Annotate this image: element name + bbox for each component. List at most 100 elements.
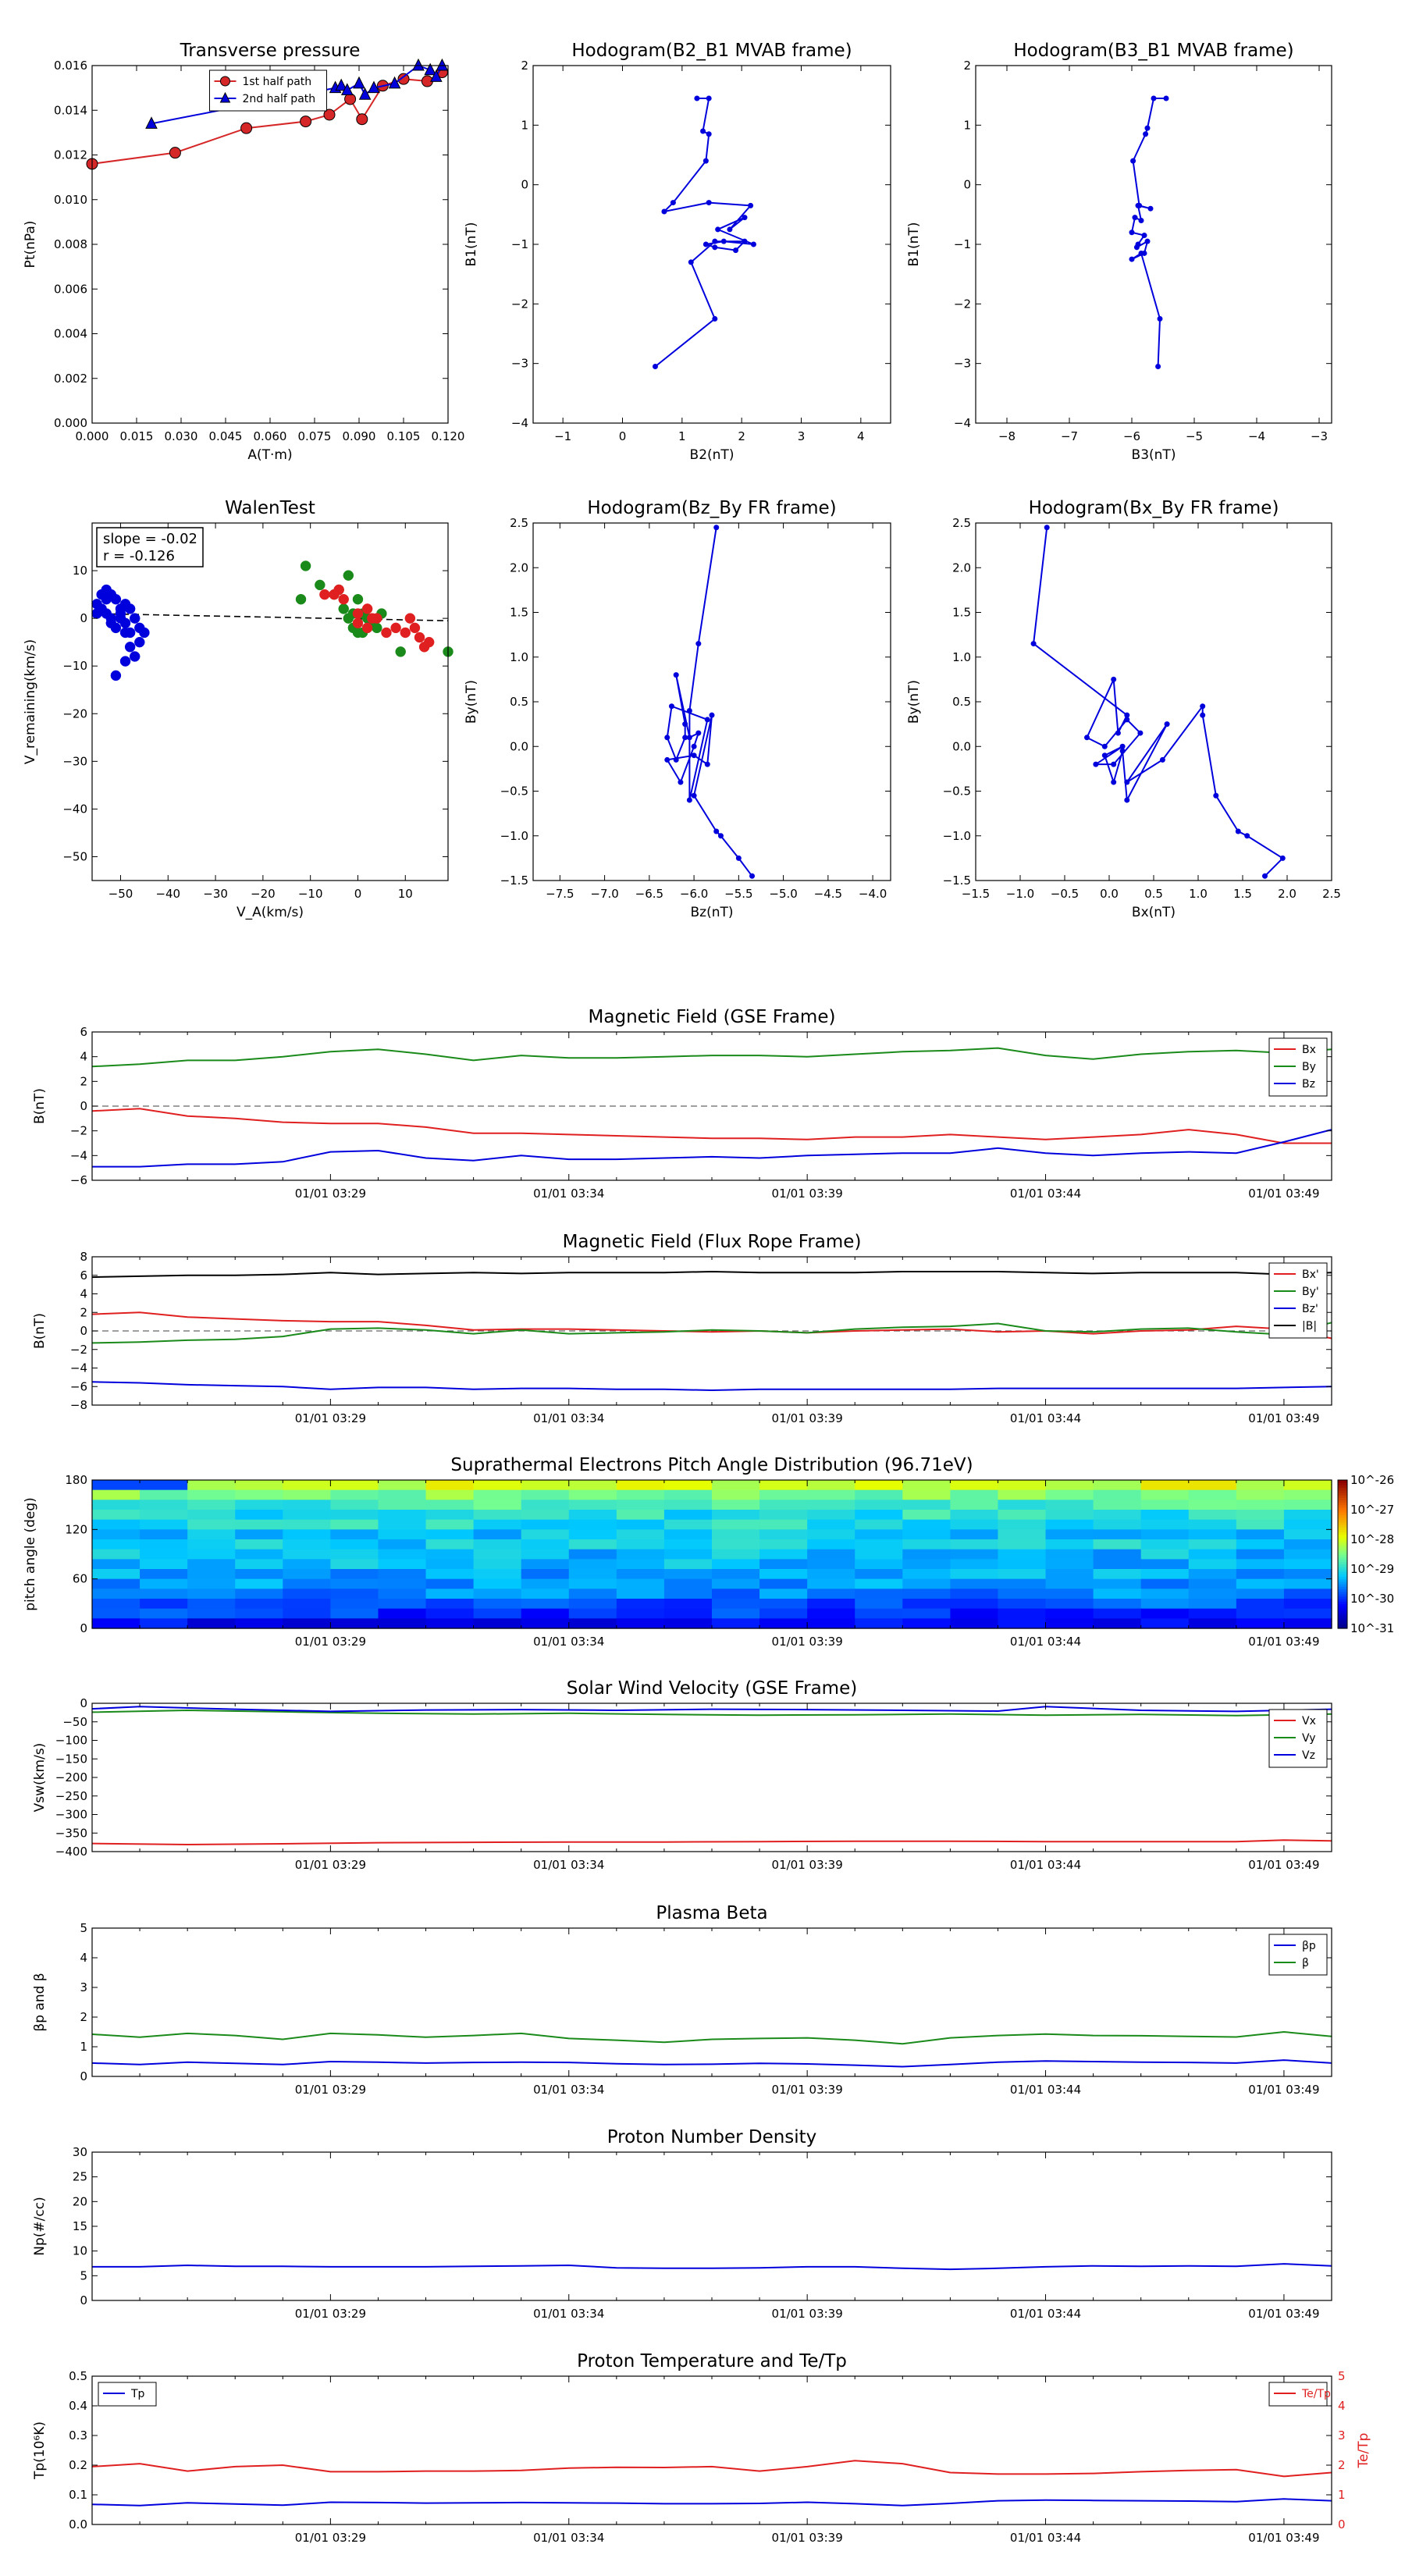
pad-heatmap-cell [378,1569,427,1580]
pad-colorbar-segment [1338,1507,1347,1510]
h21-point-0 [661,208,667,215]
pad-colorbar-segment [1338,1614,1347,1617]
pad-heatmap-cell [712,1480,760,1491]
walen-point-1 [338,603,349,614]
h21-ytick-label: −2 [511,297,528,311]
walen-point-0 [110,593,122,605]
pad-heatmap-cell [473,1510,522,1521]
pad-heatmap-cell [1093,1618,1142,1629]
tp-legend-label: 1st half path [242,76,311,88]
vsw-ytick-label: −100 [55,1734,87,1748]
pad-heatmap-cell [663,1618,713,1629]
hzy-xtick-label: −4.0 [859,887,887,901]
tpr-series-line-1 [91,2460,1332,2478]
pad-heatmap-cell [521,1539,570,1550]
pad-heatmap-cell [235,1599,283,1610]
tp-point-0 [344,93,357,105]
hxy-xtick-label: −0.5 [1051,887,1079,901]
pad-heatmap-cell [187,1489,236,1500]
hxy-ytick-label: 2.0 [952,560,971,575]
pad-heatmap-cell [759,1529,808,1540]
pad-heatmap-cell [330,1569,379,1580]
hxy-point-0 [1044,525,1050,531]
walen-point-1 [295,593,307,605]
beta-xtick-label: 01/01 03:44 [1010,2083,1081,2097]
walen-ylabel: V_remaining(km/s) [23,639,38,764]
pad-heatmap-cell [663,1608,713,1619]
pad-colorbar-segment [1338,1487,1347,1491]
mag_fr-legend-label: By' [1302,1286,1319,1298]
beta-ytick-label: 1 [80,2040,87,2054]
h31-point-0 [1138,250,1144,256]
pad-heatmap-cell [1188,1539,1237,1550]
pad-heatmap-cell [473,1529,522,1540]
tp-point-0 [169,147,181,159]
pad-heatmap-cell [616,1480,665,1491]
pad-heatmap-cell [473,1578,522,1589]
tpr-ylabel: Tp(10⁶K) [32,2421,48,2480]
hzy-ylabel: By(nT) [464,680,479,724]
hxy-point-0 [1084,735,1090,741]
vsw-series-line-1 [91,1709,1332,1717]
pad-heatmap-cell [425,1589,475,1599]
h31-ytick-label: 0 [963,178,971,192]
tpr-xtick-label: 01/01 03:49 [1248,2531,1319,2545]
pad-heatmap-cell [855,1500,903,1510]
hxy-point-0 [1124,797,1130,803]
mag_fr-ytick-label: 2 [80,1305,87,1319]
pad-heatmap-cell [759,1559,808,1570]
mag_gse-legend: Bx By Bz [1268,1037,1328,1097]
pad-heatmap-cell [616,1618,665,1629]
pad-heatmap-cell [663,1510,713,1521]
beta-series-line-1 [91,2030,1332,2045]
pad-colorbar-segment [1338,1549,1347,1553]
vsw-legend-label: Vx [1302,1715,1316,1727]
pad-heatmap-cell [568,1608,617,1619]
pad-heatmap-cell [235,1608,283,1619]
tpr-ytick-label-r: 1 [1338,2488,1346,2502]
pad-heatmap-cell [1045,1578,1094,1589]
pad-heatmap-cell [283,1618,331,1629]
pad-heatmap-cell [140,1618,188,1629]
hxy-point-0 [1115,730,1121,736]
hxy-point-0 [1164,721,1170,728]
pad-heatmap-cell [235,1578,283,1589]
np-series-line-0 [92,2263,1332,2271]
h21-point-0 [712,238,718,244]
h31-point-0 [1132,215,1138,221]
h21-ytick-label: −3 [511,357,528,371]
pad-heatmap-cell [855,1510,903,1521]
walen-point-2 [414,632,425,643]
pad-heatmap-cell [1188,1608,1237,1619]
tp-xtick-label: 0.105 [387,429,421,443]
walen-xtick-label: 0 [354,887,362,901]
h21-xtick-label: 0 [619,429,627,443]
walen-xtick-label: −30 [203,887,228,901]
pad-heatmap-cell [998,1578,1047,1589]
walen-ytick-label: 0 [80,611,87,625]
pad-heatmap-cell [92,1578,140,1589]
pad-colorbar-segment [1338,1485,1347,1489]
pad-heatmap-cell [378,1510,427,1521]
vsw-xtick-label: 01/01 03:29 [295,1858,366,1872]
tpr-legend: Tp [98,2382,157,2407]
pad-heatmap-cell [1188,1489,1237,1500]
pad-heatmap-cell [998,1510,1047,1521]
h31-ytick-label: 2 [963,59,971,73]
walen-point-2 [352,608,364,619]
hzy-point-0 [664,756,670,763]
pad-heatmap-cell [855,1559,903,1570]
hzy-point-0 [678,779,684,785]
np-ytick-label: 20 [73,2194,87,2208]
hzy-point-0 [673,672,679,678]
pad-heatmap-cell [425,1608,475,1619]
pad-heatmap-cell [378,1480,427,1491]
pad-heatmap-cell [330,1500,379,1510]
pad-heatmap-cell [663,1569,713,1580]
pad-heatmap-cell [425,1500,475,1510]
h31-plot-frame [975,65,1332,424]
pad-colorbar-segment [1338,1492,1347,1496]
tp-legend-label: 2nd half path [242,93,315,105]
tp-legend: 1st half path 2nd half path [208,69,327,112]
pad-heatmap-cell [855,1578,903,1589]
